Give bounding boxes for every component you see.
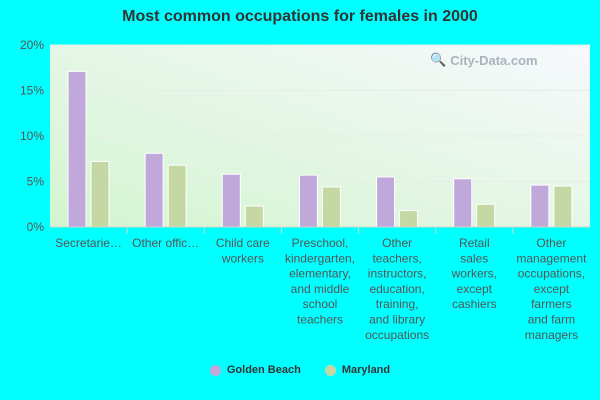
legend-swatch	[324, 364, 336, 376]
chart-title: Most common occupations for females in 2…	[122, 8, 478, 25]
bar-series-2	[399, 210, 419, 228]
bar-series-1	[221, 173, 241, 228]
legend-item: Maryland	[324, 364, 391, 376]
watermark-text: City-Data.com	[450, 52, 538, 68]
y-tick-label: 20%	[20, 38, 44, 52]
x-tick-label: Other management occupations, except farmers…	[516, 236, 587, 342]
watermark: 🔍 City-Data.com	[430, 52, 538, 68]
legend-label: Maryland	[341, 364, 391, 376]
x-tick-label: Preschool, kindergarten, elementary, and mi…	[285, 236, 355, 327]
x-tick-label: Secretarie…	[55, 236, 122, 250]
bar-series-1	[298, 174, 318, 228]
bars	[67, 70, 573, 228]
bar-series-2	[321, 186, 341, 228]
y-tick-label: 15%	[20, 84, 44, 98]
y-tick-label: 0%	[27, 220, 45, 234]
legend: Golden Beach Maryland	[0, 364, 600, 376]
bar-series-2	[244, 205, 264, 228]
x-tick-label: Child care workers	[216, 236, 270, 265]
bar-series-2	[90, 160, 110, 228]
x-tick-label: Other teachers, instructors, education, trai…	[365, 236, 429, 342]
legend-label: Golden Beach	[226, 364, 301, 376]
legend-item: Golden Beach	[209, 364, 301, 376]
gridlines	[50, 44, 590, 182]
axes: 0% 5% 10% 15% 20% Secretarie… Other offic… Chil…	[20, 38, 590, 342]
magnifier-icon: 🔍	[430, 52, 447, 67]
bar-series-1	[67, 70, 87, 228]
bar-series-1	[376, 176, 396, 228]
y-tick-label: 5%	[27, 175, 45, 189]
x-tick-label: Other offic…	[132, 236, 199, 250]
bar-series-1	[453, 178, 473, 228]
y-tick-label: 10%	[20, 129, 44, 143]
legend-swatch	[209, 364, 221, 376]
bar-series-2	[553, 185, 573, 228]
bar-series-2	[476, 203, 496, 228]
bar-series-2	[167, 164, 187, 228]
bar-series-1	[530, 184, 550, 228]
x-tick-label: Retail sales workers, except cashiers	[451, 236, 497, 311]
bar-series-1	[144, 152, 164, 228]
